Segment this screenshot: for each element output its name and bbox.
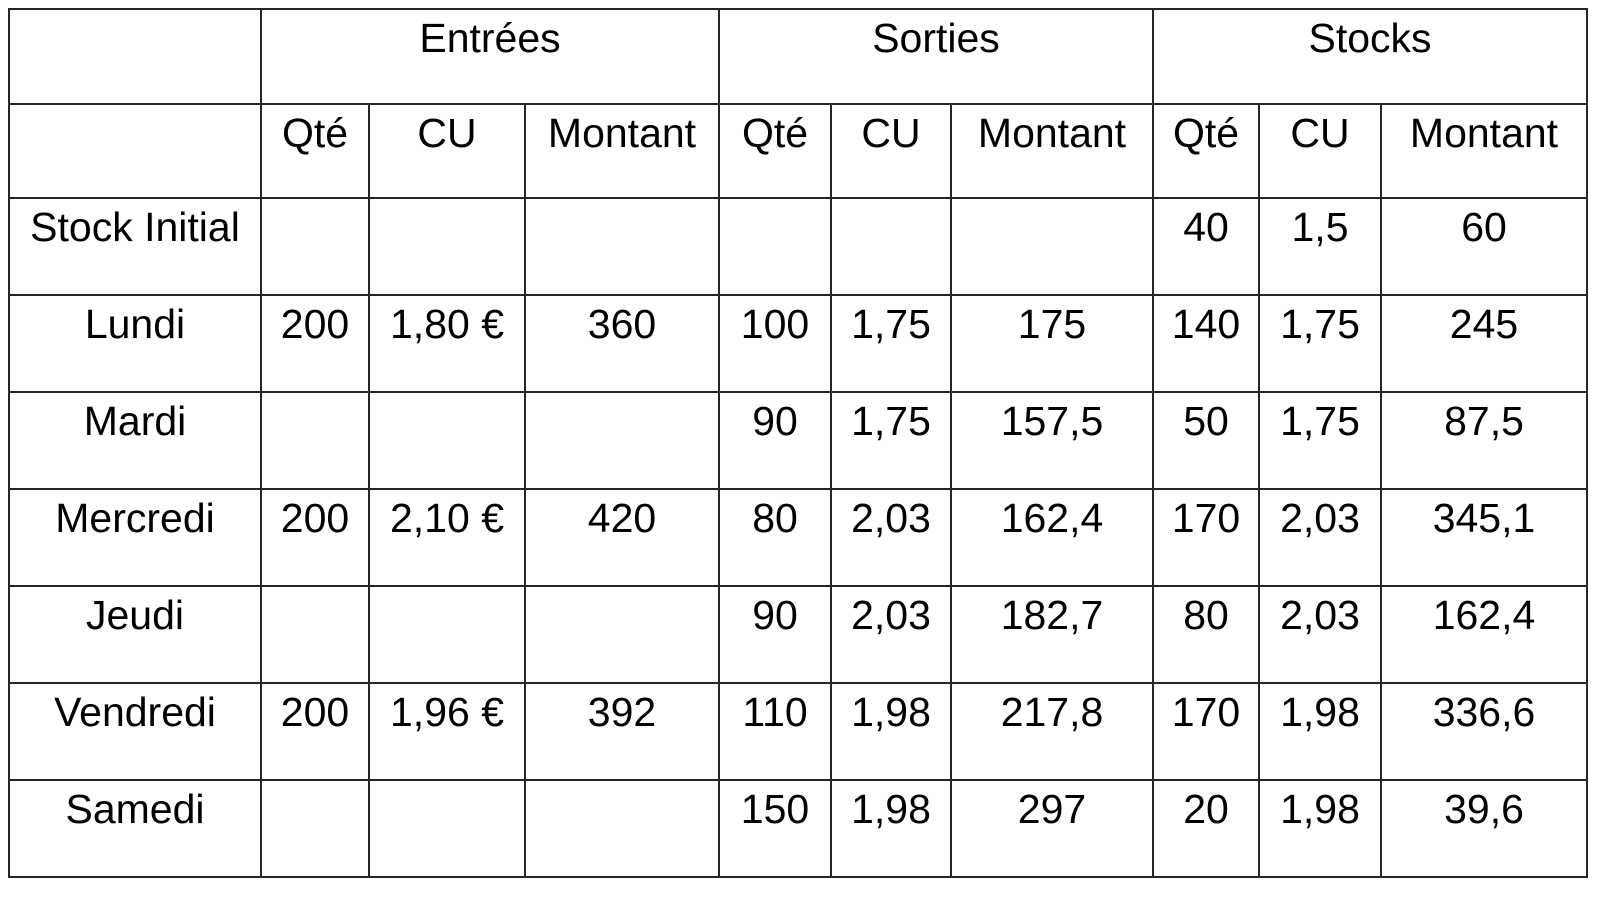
sub-header-row: Qté CU Montant Qté CU Montant Qté CU Mon… [8,103,1588,199]
table-row-stock-initial: Stock Initial 40 1,5 60 [8,197,1588,296]
row-label: Mercredi [8,488,262,587]
cell-stocks-montant: 60 [1380,197,1588,296]
cell-entrees-montant [524,585,720,684]
cell-entrees-qte [260,585,370,684]
cell-stocks-cu: 1,75 [1258,391,1382,490]
table-row-mardi: Mardi 90 1,75 157,5 50 1,75 87,5 [8,391,1588,490]
cell-stocks-cu: 1,75 [1258,294,1382,393]
cell-sorties-cu [830,197,952,296]
cell-entrees-montant: 360 [524,294,720,393]
row-label: Vendredi [8,682,262,781]
cell-entrees-montant [524,779,720,878]
cell-entrees-qte: 200 [260,294,370,393]
cell-stocks-qte: 40 [1152,197,1260,296]
cell-sorties-cu: 2,03 [830,585,952,684]
cell-sorties-montant: 297 [950,779,1154,878]
row-label: Stock Initial [8,197,262,296]
stock-table: Entrées Sorties Stocks Qté CU Montant Qt… [8,8,1588,878]
group-header-entrees: Entrées [260,8,720,105]
cell-sorties-qte: 150 [718,779,832,878]
cell-sorties-qte: 80 [718,488,832,587]
table-row-vendredi: Vendredi 200 1,96 € 392 110 1,98 217,8 1… [8,682,1588,781]
cell-stocks-cu: 1,98 [1258,682,1382,781]
table-row-jeudi: Jeudi 90 2,03 182,7 80 2,03 162,4 [8,585,1588,684]
col-header-sorties-cu: CU [830,103,952,199]
cell-sorties-qte: 90 [718,585,832,684]
cell-stocks-qte: 20 [1152,779,1260,878]
cell-sorties-cu: 1,75 [830,391,952,490]
cell-entrees-cu: 1,80 € [368,294,526,393]
cell-entrees-montant [524,197,720,296]
cell-stocks-montant: 336,6 [1380,682,1588,781]
stock-ledger: Entrées Sorties Stocks Qté CU Montant Qt… [8,8,1588,878]
cell-stocks-montant: 39,6 [1380,779,1588,878]
col-header-sorties-montant: Montant [950,103,1154,199]
cell-stocks-qte: 50 [1152,391,1260,490]
row-label: Jeudi [8,585,262,684]
col-header-stocks-qte: Qté [1152,103,1260,199]
cell-entrees-qte [260,779,370,878]
cell-sorties-qte [718,197,832,296]
col-header-entrees-qte: Qté [260,103,370,199]
cell-sorties-cu-highlight-green: 2,03 [830,488,952,587]
cell-sorties-cu-highlight-blue: 1,98 [830,682,952,781]
table-row-samedi: Samedi 150 1,98 297 20 1,98 39,6 [8,779,1588,878]
cell-sorties-qte: 110 [718,682,832,781]
cell-entrees-montant [524,391,720,490]
cell-sorties-cu: 1,98 [830,779,952,878]
cell-entrees-montant: 420 [524,488,720,587]
cell-sorties-montant: 175 [950,294,1154,393]
cell-sorties-qte: 90 [718,391,832,490]
cell-entrees-cu [368,585,526,684]
cell-sorties-montant [950,197,1154,296]
cell-entrees-qte: 200 [260,488,370,587]
col-header-entrees-montant: Montant [524,103,720,199]
cell-sorties-montant: 157,5 [950,391,1154,490]
row-label: Samedi [8,779,262,878]
col-header-sorties-qte: Qté [718,103,832,199]
cell-entrees-montant: 392 [524,682,720,781]
col-header-stocks-cu: CU [1258,103,1382,199]
corner-cell [8,8,262,105]
cell-entrees-qte [260,197,370,296]
cell-stocks-montant: 87,5 [1380,391,1588,490]
col-header-stocks-montant: Montant [1380,103,1588,199]
cell-entrees-cu [368,779,526,878]
col-header-entrees-cu: CU [368,103,526,199]
group-header-row: Entrées Sorties Stocks [8,8,1588,105]
cell-entrees-cu [368,197,526,296]
cell-sorties-qte: 100 [718,294,832,393]
table-row-mercredi: Mercredi 200 2,10 € 420 80 2,03 162,4 17… [8,488,1588,587]
cell-stocks-montant: 162,4 [1380,585,1588,684]
row-label: Mardi [8,391,262,490]
row-label: Lundi [8,294,262,393]
cell-stocks-cu: 2,03 [1258,488,1382,587]
cell-sorties-montant: 217,8 [950,682,1154,781]
cell-entrees-cu: 1,96 € [368,682,526,781]
table-row-lundi: Lundi 200 1,80 € 360 100 1,75 175 140 1,… [8,294,1588,393]
cell-stocks-cu: 1,98 [1258,779,1382,878]
cell-stocks-qte: 140 [1152,294,1260,393]
group-header-sorties: Sorties [718,8,1154,105]
cell-entrees-cu [368,391,526,490]
cell-stocks-qte: 170 [1152,488,1260,587]
cell-stocks-qte: 170 [1152,682,1260,781]
corner-cell [8,103,262,199]
cell-stocks-qte: 80 [1152,585,1260,684]
group-header-stocks: Stocks [1152,8,1588,105]
cell-sorties-montant: 162,4 [950,488,1154,587]
cell-stocks-montant: 345,1 [1380,488,1588,587]
cell-stocks-montant: 245 [1380,294,1588,393]
cell-sorties-cu-highlight-red: 1,75 [830,294,952,393]
cell-stocks-cu: 1,5 [1258,197,1382,296]
cell-sorties-montant: 182,7 [950,585,1154,684]
cell-entrees-cu: 2,10 € [368,488,526,587]
cell-entrees-qte: 200 [260,682,370,781]
cell-entrees-qte [260,391,370,490]
cell-stocks-cu: 2,03 [1258,585,1382,684]
